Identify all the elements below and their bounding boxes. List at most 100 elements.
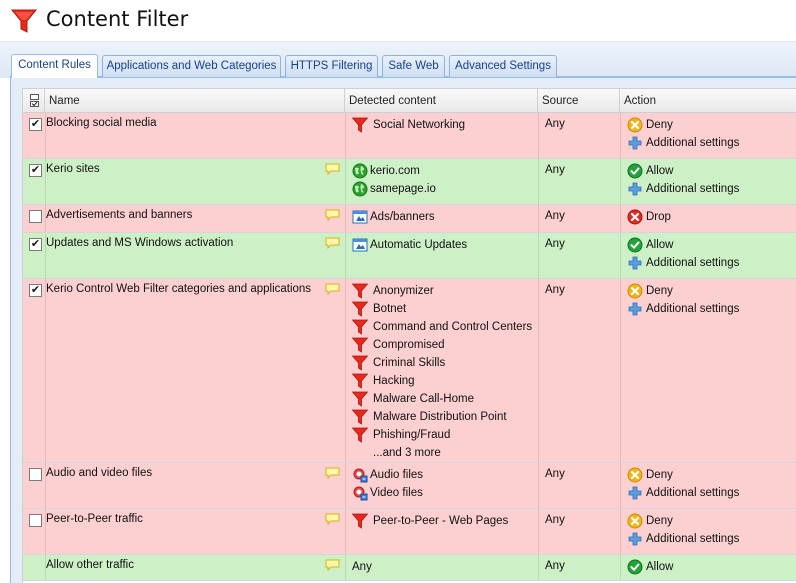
comment-icon[interactable]	[325, 283, 340, 298]
tab-safe-web[interactable]: Safe Web	[382, 55, 445, 77]
rule-source[interactable]: Any	[545, 468, 565, 480]
action-label: Allow	[646, 165, 674, 177]
comment-icon[interactable]	[325, 209, 340, 224]
column-divider	[620, 113, 621, 158]
rule-enabled-checkbox[interactable]	[29, 210, 42, 223]
rule-name: Allow other traffic	[46, 559, 134, 571]
detected-content-label: kerio.com	[370, 165, 420, 177]
comment-icon[interactable]	[325, 163, 340, 178]
rule-name: Advertisements and banners	[46, 209, 193, 221]
column-divider	[45, 555, 46, 580]
column-divider	[345, 279, 346, 462]
rule-enabled-checkbox[interactable]	[29, 468, 42, 481]
funnel-logo-icon	[10, 8, 38, 37]
column-divider	[620, 279, 621, 462]
column-divider	[538, 113, 539, 158]
column-divider	[45, 159, 46, 204]
column-divider	[538, 463, 539, 508]
column-divider	[45, 463, 46, 508]
action-label: Deny	[646, 119, 673, 131]
action-label: Allow	[646, 239, 674, 251]
rule-name: Peer-to-Peer traffic	[46, 513, 143, 525]
tab-applications-web-categories[interactable]: Applications and Web Categories	[102, 55, 281, 77]
column-divider	[345, 159, 346, 204]
action-label: Deny	[646, 285, 673, 297]
column-divider	[345, 205, 346, 232]
detected-content-label: Peer-to-Peer - Web Pages	[373, 515, 509, 527]
more-content-link[interactable]: ...and 3 more	[373, 447, 441, 459]
source-column-header[interactable]: Source	[538, 89, 620, 113]
rule-name: Kerio sites	[46, 163, 100, 175]
rule-enabled-checkbox[interactable]: ✔	[29, 118, 42, 131]
column-divider	[538, 159, 539, 204]
detected-content-label: samepage.io	[370, 183, 436, 195]
rule-source[interactable]: Any	[545, 238, 565, 250]
column-divider	[620, 463, 621, 508]
rule-row[interactable]: ✔ Blocking social media Social Networking A…	[23, 113, 796, 159]
rule-enabled-checkbox[interactable]: ✔	[29, 238, 42, 251]
action-label: Additional settings	[646, 533, 740, 545]
rule-source[interactable]: Any	[545, 560, 565, 572]
detected-content-label: Botnet	[373, 303, 407, 315]
column-divider	[45, 509, 46, 554]
column-divider	[45, 113, 46, 158]
name-column-header[interactable]: Name	[45, 89, 345, 113]
column-divider	[538, 509, 539, 554]
column-divider	[620, 555, 621, 580]
action-label: Additional settings	[646, 257, 740, 269]
detected-content-label: Malware Call-Home	[373, 393, 474, 405]
rule-row[interactable]: Audio and video files Audio files Video fi…	[23, 463, 796, 509]
column-divider	[620, 205, 621, 232]
rule-row[interactable]: Allow other traffic Any Any Allow	[23, 555, 796, 581]
comment-icon[interactable]	[325, 467, 340, 482]
rule-name: Kerio Control Web Filter categories and …	[46, 283, 312, 295]
rule-row[interactable]: Advertisements and banners Ads/banners Any…	[23, 205, 796, 233]
detected-content-label: Compromised	[373, 339, 445, 351]
select-all-column-header[interactable]	[23, 89, 45, 113]
rule-enabled-checkbox[interactable]	[29, 514, 42, 527]
action-column-header[interactable]: Action	[624, 95, 656, 107]
action-label: Additional settings	[646, 487, 740, 499]
rule-source[interactable]: Any	[545, 164, 565, 176]
column-divider	[45, 233, 46, 278]
tab-advanced-settings[interactable]: Advanced Settings	[449, 55, 557, 77]
comment-icon[interactable]	[325, 237, 340, 252]
rule-enabled-checkbox[interactable]: ✔	[29, 164, 42, 177]
tab-content-rules[interactable]: Content Rules	[11, 54, 98, 78]
rule-source[interactable]: Any	[545, 118, 565, 130]
column-divider	[538, 205, 539, 232]
detected-content-label: Hacking	[373, 375, 415, 387]
grid-header: Name Detected content Source Action	[23, 89, 796, 113]
detected-content-label: Ads/banners	[370, 211, 435, 223]
action-label: Additional settings	[646, 303, 740, 315]
detected-content-label: Command and Control Centers	[373, 321, 533, 333]
rule-source[interactable]: Any	[545, 284, 565, 296]
rule-name: Updates and MS Windows activation	[46, 237, 234, 249]
detected-content-label: Any	[352, 561, 372, 573]
rule-enabled-checkbox[interactable]: ✔	[29, 284, 42, 297]
detected-content-label: Audio files	[370, 469, 424, 481]
checkbox-column-icon	[30, 94, 39, 107]
action-label: Deny	[646, 515, 673, 527]
comment-icon[interactable]	[325, 513, 340, 528]
rule-source[interactable]: Any	[545, 514, 565, 526]
rule-row[interactable]: ✔ Updates and MS Windows activation Automa…	[23, 233, 796, 279]
rule-row[interactable]: ✔ Kerio Control Web Filter categories and…	[23, 279, 796, 463]
detected-content-column-header[interactable]: Detected content	[345, 89, 538, 113]
page-title: Content Filter	[46, 7, 189, 31]
column-divider	[620, 233, 621, 278]
detected-content-label: Criminal Skills	[373, 357, 446, 369]
column-divider	[45, 205, 46, 232]
rule-row[interactable]: Peer-to-Peer traffic Peer-to-Peer - Web P…	[23, 509, 796, 555]
column-divider	[345, 233, 346, 278]
column-divider	[538, 233, 539, 278]
column-divider	[538, 279, 539, 462]
rule-row[interactable]: ✔ Kerio sites kerio.com samepage.io Any Allow…	[23, 159, 796, 205]
rule-source[interactable]: Any	[545, 210, 565, 222]
detected-content-label: Automatic Updates	[370, 239, 468, 251]
comment-icon[interactable]	[325, 559, 340, 574]
column-divider	[345, 555, 346, 580]
action-label: Additional settings	[646, 137, 740, 149]
tab-https-filtering[interactable]: HTTPS Filtering	[285, 55, 378, 77]
action-label: Drop	[646, 211, 671, 223]
